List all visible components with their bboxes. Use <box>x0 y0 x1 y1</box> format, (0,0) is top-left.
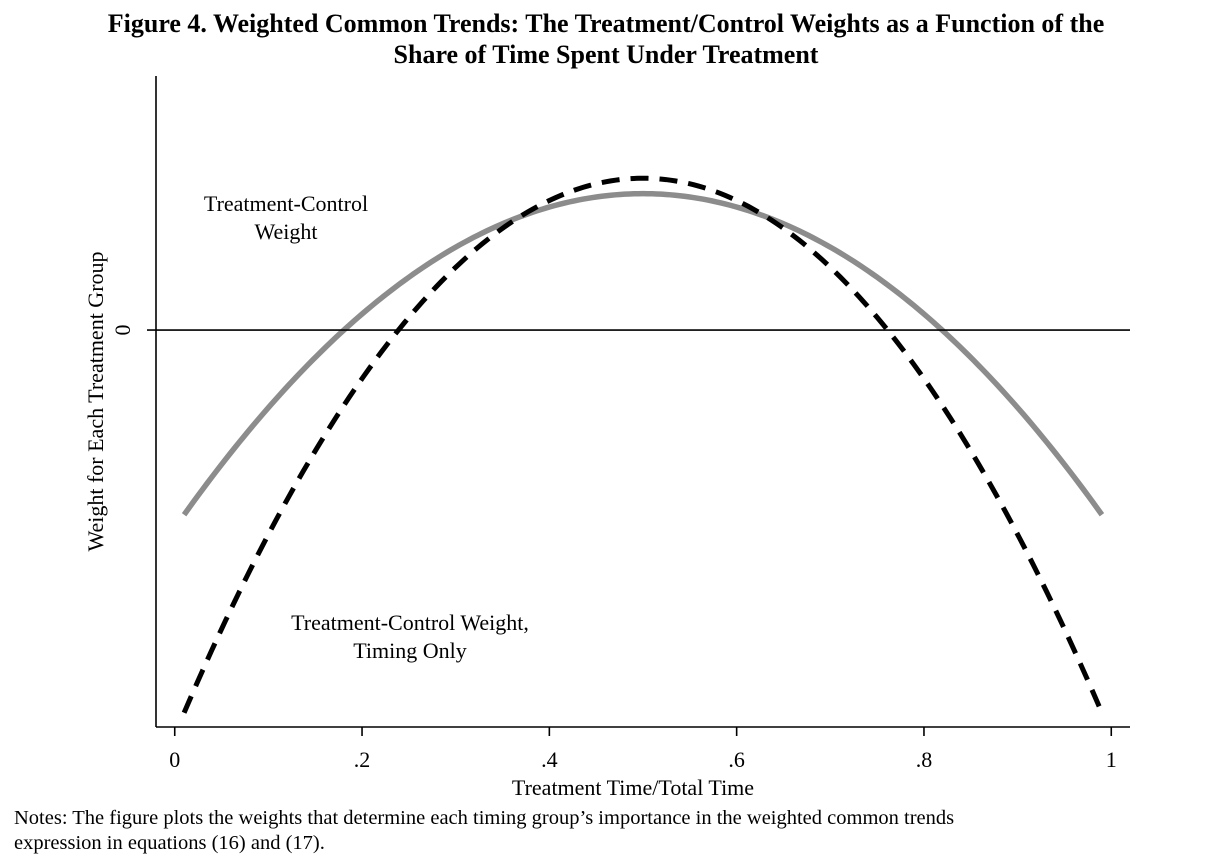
chart: 0 .2 .4 .6 .8 1 0 Treatment Time/Total Time Weig… <box>83 76 1130 800</box>
x-tick-label: .2 <box>354 747 371 772</box>
treatment-control-weight-label-line-2: Weight <box>255 219 318 244</box>
figure-title: Figure 4. Weighted Common Trends: The Tr… <box>0 8 1212 70</box>
x-axis-label: Treatment Time/Total Time <box>512 775 754 800</box>
x-tick-label: .8 <box>916 747 933 772</box>
notes-line-2: expression in equations (16) and (17). <box>14 832 325 854</box>
y-tick-label: 0 <box>110 325 135 336</box>
figure-title-line-1: Figure 4. Weighted Common Trends: The Tr… <box>107 9 1105 38</box>
y-axis-label: Weight for Each Treatment Group <box>83 251 108 551</box>
figure-title-line-2: Share of Time Spent Under Treatment <box>393 40 819 69</box>
timing-only-weight-label-line-2: Timing Only <box>353 638 467 663</box>
x-tick-label: .4 <box>541 747 558 772</box>
treatment-control-weight-label-line-1: Treatment-Control <box>204 191 368 216</box>
x-tick-label: .6 <box>728 747 745 772</box>
timing-only-weight-curve <box>181 175 1105 714</box>
x-tick-label: 1 <box>1106 747 1117 772</box>
x-tick-label: 0 <box>169 747 180 772</box>
treatment-control-weight-curve <box>181 190 1105 517</box>
notes-line-1: Notes: The figure plots the weights that… <box>14 807 955 829</box>
figure-notes: Notes: The figure plots the weights that… <box>14 806 1194 856</box>
timing-only-weight-label-line-1: Treatment-Control Weight, <box>291 610 529 635</box>
